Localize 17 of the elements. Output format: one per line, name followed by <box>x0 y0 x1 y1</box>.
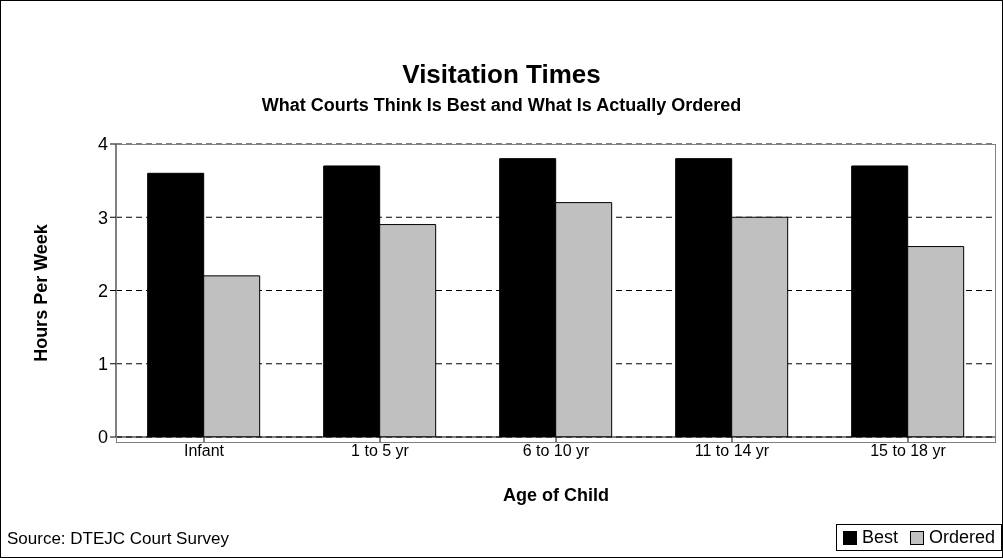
x-tick-label: 1 to 5 yr <box>351 442 410 460</box>
legend-label: Ordered <box>928 527 995 548</box>
source-note: Source: DTEJC Court Survey <box>7 529 230 549</box>
x-axis-title: Age of Child <box>502 485 610 506</box>
x-tick-label: 11 to 14 yr <box>694 442 770 460</box>
y-tick-label: 1 <box>97 354 108 375</box>
chart-title: Visitation Times <box>401 59 602 90</box>
x-tick-label: Infant <box>183 442 225 460</box>
chart-subtitle: What Courts Think Is Best and What Is Actually Ordered <box>260 95 743 116</box>
x-tick-label: 15 to 18 yr <box>870 442 947 460</box>
x-tick-label: 6 to 10 yr <box>522 442 591 460</box>
y-tick-label: 3 <box>97 207 108 228</box>
y-axis-title: Hours Per Week <box>30 224 52 362</box>
y-tick-label: 0 <box>97 427 108 448</box>
y-tick-label: 2 <box>97 280 108 301</box>
legend-label: Best <box>861 527 898 548</box>
y-tick-label: 4 <box>97 134 108 155</box>
